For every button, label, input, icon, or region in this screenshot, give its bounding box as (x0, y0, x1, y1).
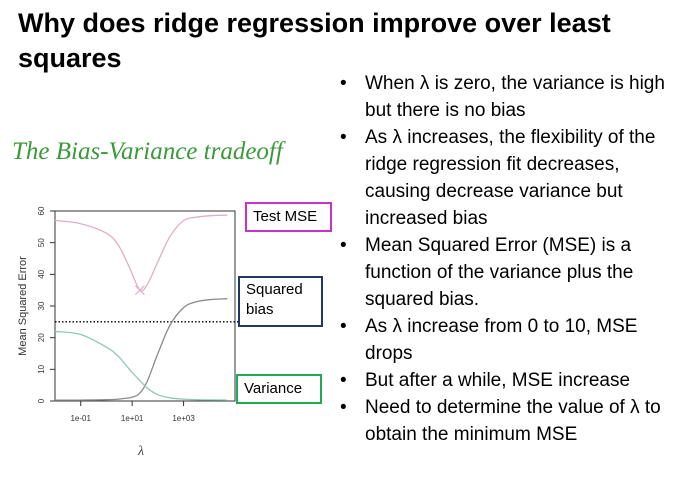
plot-frame (54, 210, 236, 402)
series-line-variance (54, 330, 228, 401)
bullet-item: As λ increase from 0 to 10, MSE drops (338, 313, 678, 367)
x-tick-label: 1e+03 (172, 414, 195, 423)
y-tick-label: 10 (37, 364, 46, 373)
bias-variance-chart: 0 10 20 30 40 50 60 1e-01 1e+01 1e+03 Mean Squared… (17, 206, 240, 459)
y-tick-label: 40 (37, 269, 46, 278)
callout-squared-bias: Squared bias (238, 276, 323, 327)
bullet-item: But after a while, MSE increase (338, 367, 678, 394)
chart-subtitle: The Bias-Variance tradeoff (12, 138, 283, 165)
y-axis-label: Mean Squared Error (17, 256, 29, 356)
callout-test-mse: Test MSE (245, 202, 332, 232)
x-axis-label: λ (137, 444, 144, 459)
y-tick-label: 20 (37, 333, 46, 342)
y-tick-label: 50 (37, 238, 46, 247)
bullet-item: When λ is zero, the variance is high but… (338, 70, 678, 124)
series-line-squared-bias (55, 298, 228, 401)
y-tick-label: 60 (37, 206, 46, 215)
min-mse-marker (134, 285, 145, 296)
y-tick-label: 30 (37, 301, 46, 310)
slide-title: Why does ridge regression improve over l… (18, 8, 611, 73)
x-tick-label: 1e-01 (70, 414, 91, 423)
y-tick-label: 0 (37, 398, 46, 403)
bullet-list: When λ is zero, the variance is high but… (338, 70, 678, 448)
callout-variance: Variance (236, 374, 322, 404)
series-line-test-mse (54, 214, 228, 292)
bullet-item: As λ increases, the flexibility of the r… (338, 124, 678, 232)
x-tick-label: 1e+01 (121, 414, 144, 423)
bullet-item: Need to determine the value of λ to obta… (338, 394, 678, 448)
bullet-item: Mean Squared Error (MSE) is a function o… (338, 232, 678, 313)
